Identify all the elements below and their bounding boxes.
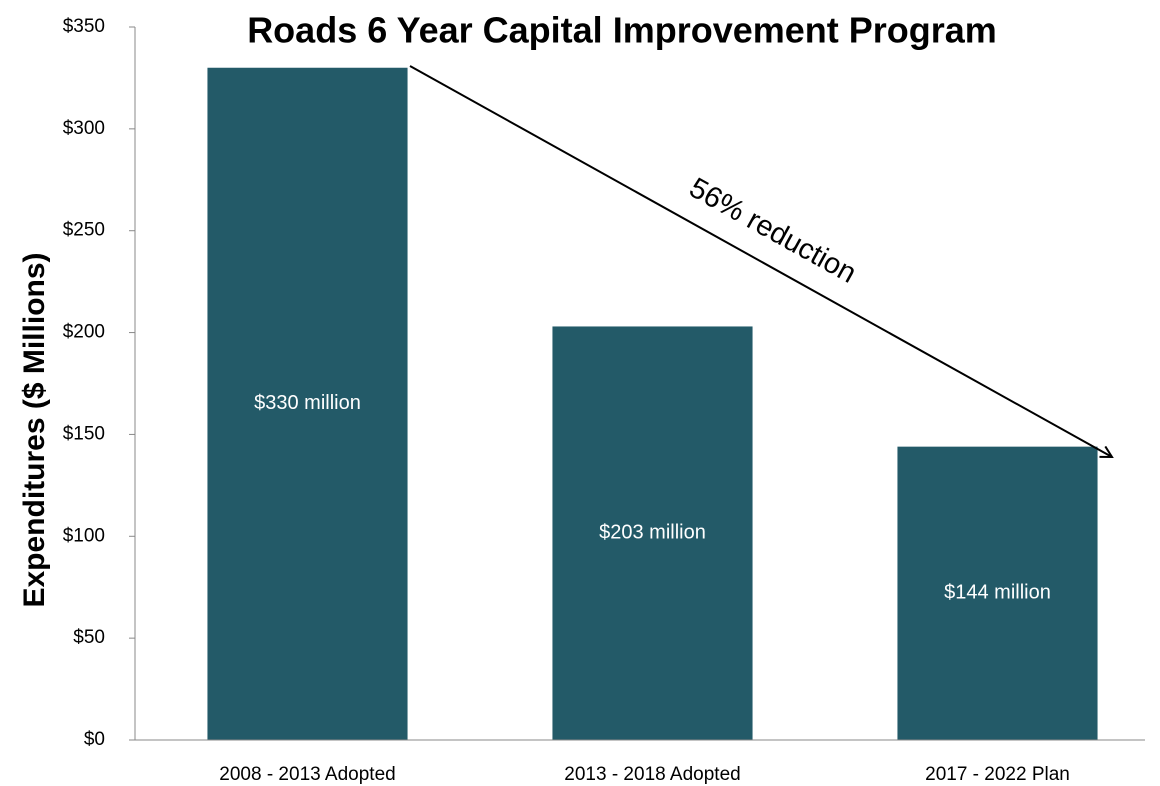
- value-label: $203 million: [599, 522, 706, 544]
- y-tick-label: $150: [63, 423, 105, 444]
- trend-arrow: [409, 65, 1112, 457]
- value-label: $144 million: [944, 582, 1051, 604]
- value-label: $330 million: [254, 392, 361, 414]
- annotation: 56% reduction: [684, 172, 862, 290]
- x-tick-label: 2017 - 2022 Plan: [925, 764, 1070, 785]
- y-tick-label: $50: [73, 627, 105, 648]
- y-tick-label: $250: [63, 220, 105, 241]
- y-tick-label: $300: [63, 118, 105, 139]
- y-tick-label: $0: [84, 729, 105, 750]
- bar: [897, 446, 1098, 740]
- x-tick-label: 2013 - 2018 Adopted: [564, 764, 740, 785]
- bar: [552, 326, 753, 740]
- y-tick-label: $100: [63, 525, 105, 546]
- y-tick-label: $200: [63, 322, 105, 343]
- y-tick-label: $350: [63, 16, 105, 37]
- bar: [207, 67, 408, 740]
- y-axis-label: Expenditures ($ Millions): [18, 252, 51, 607]
- chart-title: Roads 6 Year Capital Improvement Program: [247, 10, 997, 51]
- x-tick-label: 2008 - 2013 Adopted: [219, 764, 395, 785]
